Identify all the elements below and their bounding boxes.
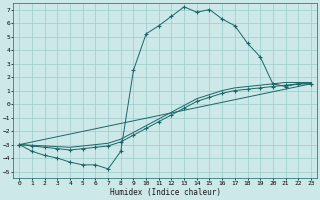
X-axis label: Humidex (Indice chaleur): Humidex (Indice chaleur) (110, 188, 220, 197)
